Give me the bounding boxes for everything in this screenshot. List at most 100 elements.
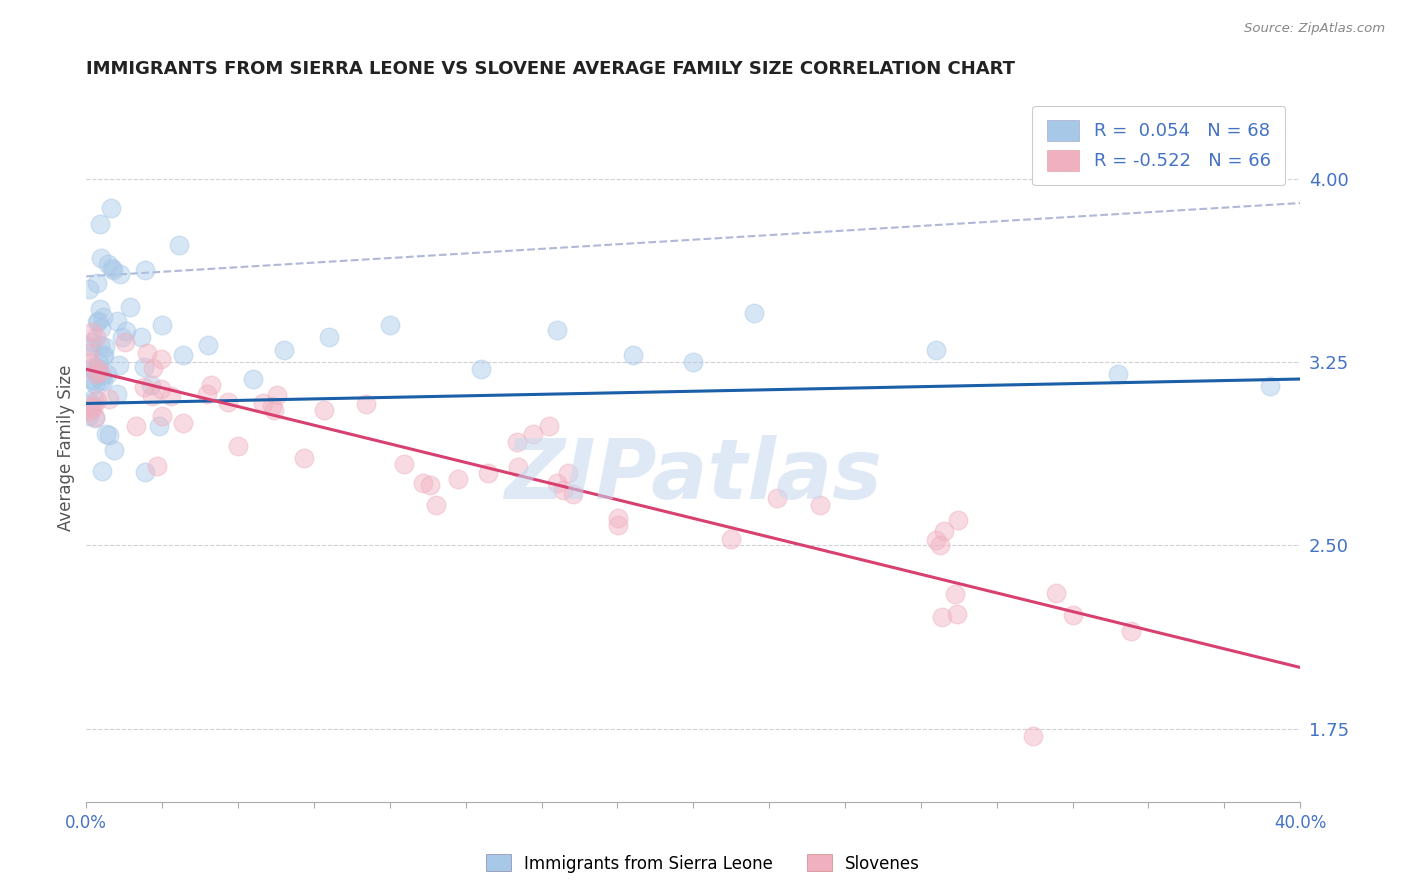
Point [522,426,544,441]
Point [101,261,124,276]
Point [925,533,948,547]
Point [273,343,295,357]
Point [83,363,105,377]
Point [266,387,288,401]
Point [378,318,401,333]
Point [87,360,110,375]
Point [79,282,101,296]
Point [557,466,579,480]
Point [84,411,107,425]
Point [94,427,117,442]
Point [101,263,124,277]
Point [86,362,108,376]
Point [80,334,103,349]
Point [1045,586,1067,600]
Point [150,318,173,333]
Point [260,400,283,414]
Point [200,378,222,392]
Point [103,442,125,457]
Point [89,356,111,370]
Point [83,391,105,405]
Y-axis label: Average Family Size: Average Family Size [58,364,75,531]
Point [252,396,274,410]
Point [506,459,529,474]
Point [134,263,156,277]
Point [89,338,111,352]
Point [108,267,131,281]
Point [621,348,644,362]
Point [447,472,470,486]
Text: IMMIGRANTS FROM SIERRA LEONE VS SLOVENE AVERAGE FAMILY SIZE CORRELATION CHART: IMMIGRANTS FROM SIERRA LEONE VS SLOVENE … [86,60,1015,78]
Point [720,533,742,547]
Point [538,419,561,434]
Point [114,335,136,350]
Point [79,372,101,386]
Point [96,257,118,271]
Point [82,401,104,415]
Point [217,394,239,409]
Point [132,359,155,374]
Point [1107,367,1129,381]
Point [146,459,169,474]
Point [925,343,948,357]
Point [82,325,104,339]
Point [82,361,104,376]
Point [86,367,108,381]
Point [356,397,378,411]
Point [742,306,765,320]
Point [132,380,155,394]
Point [79,409,101,424]
Point [318,330,340,344]
Point [425,498,447,512]
Point [84,367,107,381]
Point [242,372,264,386]
Point [808,498,831,512]
Legend: Immigrants from Sierra Leone, Slovenes: Immigrants from Sierra Leone, Slovenes [479,847,927,880]
Point [167,238,190,252]
Point [562,487,585,501]
Point [93,348,115,362]
Point [172,417,194,431]
Point [1119,624,1142,638]
Point [90,373,112,387]
Point [292,451,315,466]
Point [79,346,101,360]
Point [470,362,492,376]
Point [392,457,415,471]
Point [148,419,170,434]
Point [929,538,952,552]
Point [546,323,568,337]
Point [412,475,434,490]
Point [86,314,108,328]
Point [86,315,108,329]
Point [142,361,165,376]
Point [80,396,103,410]
Point [89,365,111,379]
Point [943,587,966,601]
Point [79,404,101,418]
Point [150,409,173,424]
Point [150,351,173,366]
Point [83,377,105,392]
Text: Source: ZipAtlas.com: Source: ZipAtlas.com [1244,22,1385,36]
Point [682,355,704,369]
Point [91,464,114,478]
Point [551,483,574,497]
Point [91,349,114,363]
Point [314,403,336,417]
Point [98,392,121,406]
Point [419,477,441,491]
Point [197,338,219,352]
Point [79,339,101,353]
Point [1258,379,1281,393]
Point [506,434,529,449]
Point [107,387,129,401]
Point [105,313,128,327]
Point [263,402,285,417]
Point [120,300,142,314]
Point [89,217,111,231]
Point [129,330,152,344]
Point [1022,729,1045,743]
Point [90,368,112,382]
Point [931,610,953,624]
